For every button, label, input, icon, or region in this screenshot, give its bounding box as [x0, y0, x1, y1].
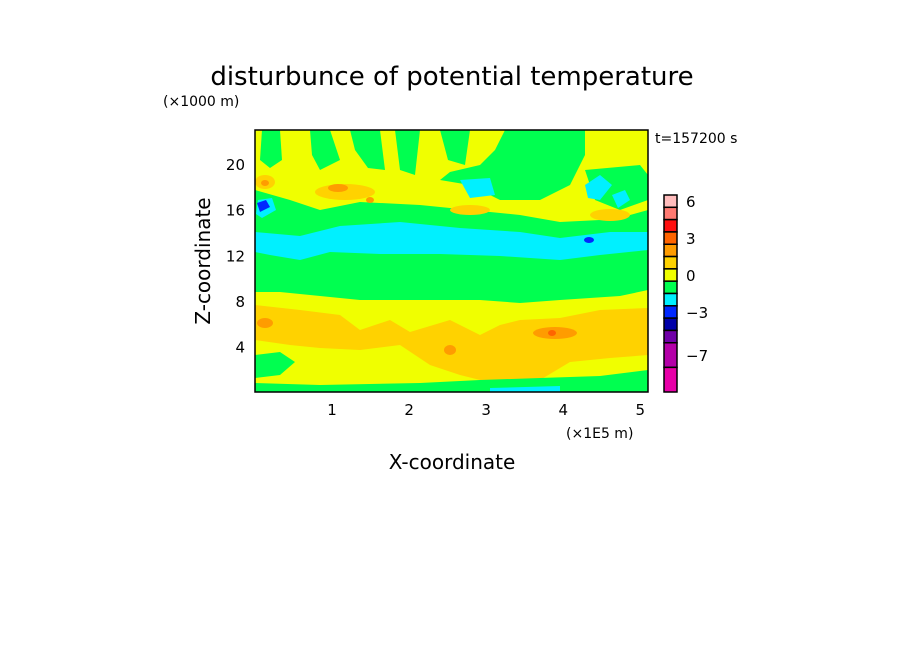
colorbar-swatch: [663, 231, 678, 245]
colorbar-swatch: [663, 255, 678, 270]
colorbar-swatch: [663, 305, 678, 319]
colorbar-tick-label: 0: [686, 267, 696, 285]
colorbar-swatch: [663, 292, 678, 307]
colorbar: 6 3 0 −3 −7: [663, 193, 708, 393]
x-tick-label: 5: [636, 401, 646, 419]
y-tick-labels: 4 8 12 16 20: [226, 156, 245, 356]
colorbar-swatch: [663, 317, 678, 332]
y-tick-label: 8: [235, 293, 245, 311]
y-axis-label: Z-coordinate: [191, 197, 215, 324]
colorbar-swatch: [663, 280, 678, 295]
x-tick-label: 1: [327, 401, 337, 419]
colorbar-swatch: [663, 268, 678, 282]
y-tick-label: 12: [226, 247, 245, 265]
time-label: t=157200 s: [655, 131, 737, 147]
x-tick-label: 3: [481, 401, 491, 419]
x-tick-label: 4: [558, 401, 568, 419]
chart-title: disturbunce of potential temperature: [210, 62, 693, 92]
colorbar-tick-label: −3: [686, 304, 708, 322]
colorbar-tick-label: 3: [686, 230, 696, 248]
colorbar-swatch: [663, 194, 678, 209]
colorbar-swatch: [663, 342, 678, 369]
y-unit-label: (×1000 m): [163, 94, 239, 110]
colorbar-swatch: [663, 218, 678, 233]
y-tick-label: 20: [226, 156, 245, 174]
colorbar-swatch: [663, 243, 678, 258]
colorbar-swatch: [663, 206, 678, 221]
colorbar-swatch: [663, 366, 678, 393]
x-axis-label: X-coordinate: [389, 450, 516, 474]
contour-field: [255, 130, 648, 392]
x-tick-label: 2: [404, 401, 414, 419]
y-tick-label: 4: [235, 338, 245, 356]
y-tick-label: 16: [226, 202, 245, 220]
plot-frame: [254, 129, 649, 393]
x-tick-labels: 1 2 3 4 5: [327, 401, 645, 419]
colorbar-tick-label: 6: [686, 193, 696, 211]
x-unit-label: (×1E5 m): [566, 426, 633, 442]
colorbar-swatch: [663, 329, 678, 344]
colorbar-tick-label: −7: [686, 347, 708, 365]
